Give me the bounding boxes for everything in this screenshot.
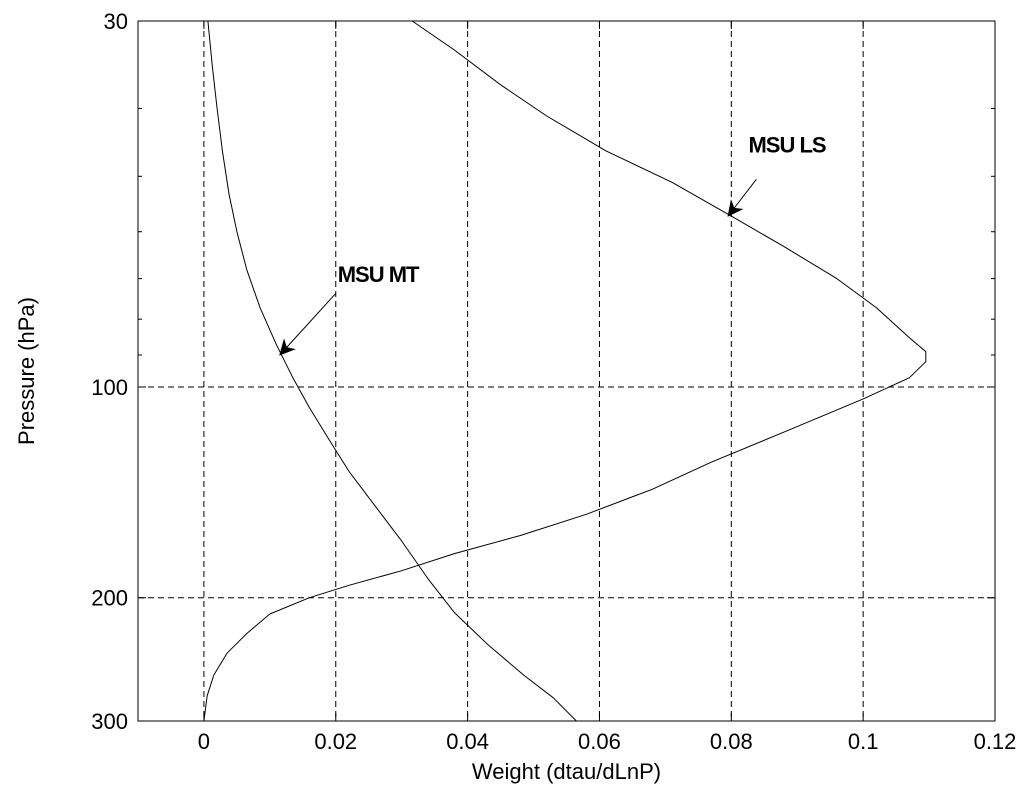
- x-tick-label-2: 0.04: [446, 729, 489, 754]
- x-tick-label-1: 0.02: [314, 729, 357, 754]
- series-group: [203, 20, 927, 722]
- y-tick-label-3: 300: [91, 709, 128, 734]
- x-tick-label-0: 0: [198, 729, 210, 754]
- annotation-arrow-msu-mt: [279, 293, 337, 356]
- x-axis-label: Weight (dtau/dLnP): [472, 759, 661, 784]
- y-tick-label-2: 200: [91, 586, 128, 611]
- x-tick-label-5: 0.1: [848, 729, 879, 754]
- annotation-arrow-msu-ls: [727, 179, 757, 217]
- plot-frame: [137, 20, 996, 722]
- annotation-label-msu-ls: MSU LS: [748, 132, 825, 157]
- series-line-msu-ls: [203, 20, 927, 722]
- annotations-group: MSU LS MSU MT: [279, 132, 827, 356]
- x-tick-label-3: 0.06: [578, 729, 621, 754]
- grid: [138, 20, 996, 722]
- x-tick-label-4: 0.08: [710, 729, 753, 754]
- y-tick-label-1: 100: [91, 375, 128, 400]
- y-axis-label: Pressure (hPa): [14, 297, 39, 445]
- ticks-group: 0 0.02 0.04 0.06 0.08 0.1 0.12 30 100 200 300: [91, 9, 1016, 754]
- y-tick-label-0: 30: [104, 9, 128, 34]
- series-line-msu-mt: [207, 20, 577, 722]
- annotation-label-msu-mt: MSU MT: [338, 262, 420, 287]
- x-tick-label-6: 0.12: [974, 729, 1017, 754]
